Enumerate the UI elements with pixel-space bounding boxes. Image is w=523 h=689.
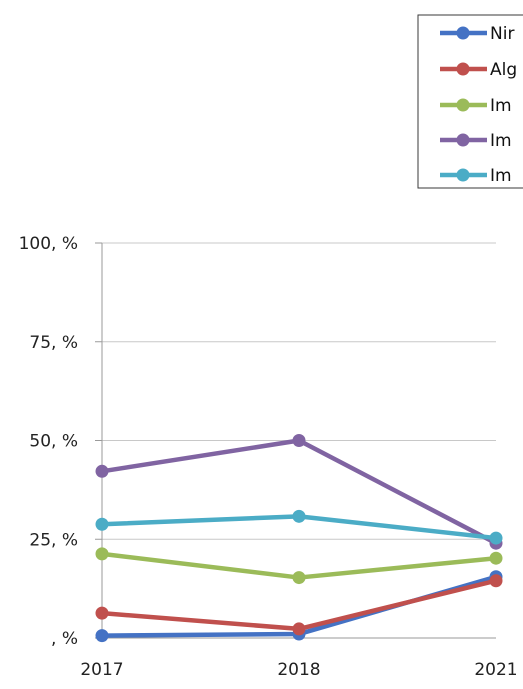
data-point (95, 629, 109, 643)
legend-entry: Im (440, 166, 512, 186)
data-point (292, 509, 306, 523)
legend-swatch-marker (456, 133, 470, 147)
legend-swatch-marker (456, 98, 470, 112)
legend-frame (417, 14, 523, 189)
y-tick-label: , % (51, 629, 78, 649)
legend-label: Im (490, 96, 512, 116)
axes: , % 25, % 50, % 75, % 100, % 2017 2018 2021 (19, 234, 518, 680)
legend-entry: Im (440, 96, 512, 116)
data-point (292, 434, 306, 447)
legend: Nir Alg Im Im Im (417, 14, 523, 189)
data-point (95, 464, 109, 478)
data-point (489, 551, 503, 565)
legend-entry: Nir (440, 24, 514, 44)
y-tick-label: 75, % (29, 333, 78, 353)
data-point (95, 547, 109, 561)
y-tick-label: 25, % (29, 530, 78, 550)
data-point (292, 622, 306, 636)
series-line (99, 578, 499, 632)
legend-entry: Im (440, 131, 512, 151)
legend-label: Im (490, 166, 512, 186)
y-tick-label: 100, % (19, 234, 78, 254)
legend-label: Alg (490, 60, 517, 80)
y-tick-label: 50, % (29, 432, 78, 452)
series-group (95, 434, 503, 643)
legend-label: Nir (490, 24, 514, 44)
series-3 (95, 547, 503, 585)
legend-entry: Alg (440, 60, 517, 80)
legend-swatch-marker (456, 168, 470, 182)
data-point (489, 531, 503, 545)
x-tick-label: 2021 (474, 660, 517, 680)
legend-swatch-marker (456, 26, 470, 40)
x-tick-label: 2017 (80, 660, 123, 680)
series-2 (95, 574, 503, 636)
x-tick-label: 2018 (277, 660, 320, 680)
data-point (489, 574, 503, 588)
data-point (95, 517, 109, 531)
gridlines (102, 242, 496, 540)
legend-swatch-marker (456, 62, 470, 76)
legend-label: Im (490, 131, 512, 151)
series-line (99, 438, 499, 546)
data-point (292, 571, 306, 585)
series-5 (95, 509, 503, 545)
data-point (95, 606, 109, 620)
